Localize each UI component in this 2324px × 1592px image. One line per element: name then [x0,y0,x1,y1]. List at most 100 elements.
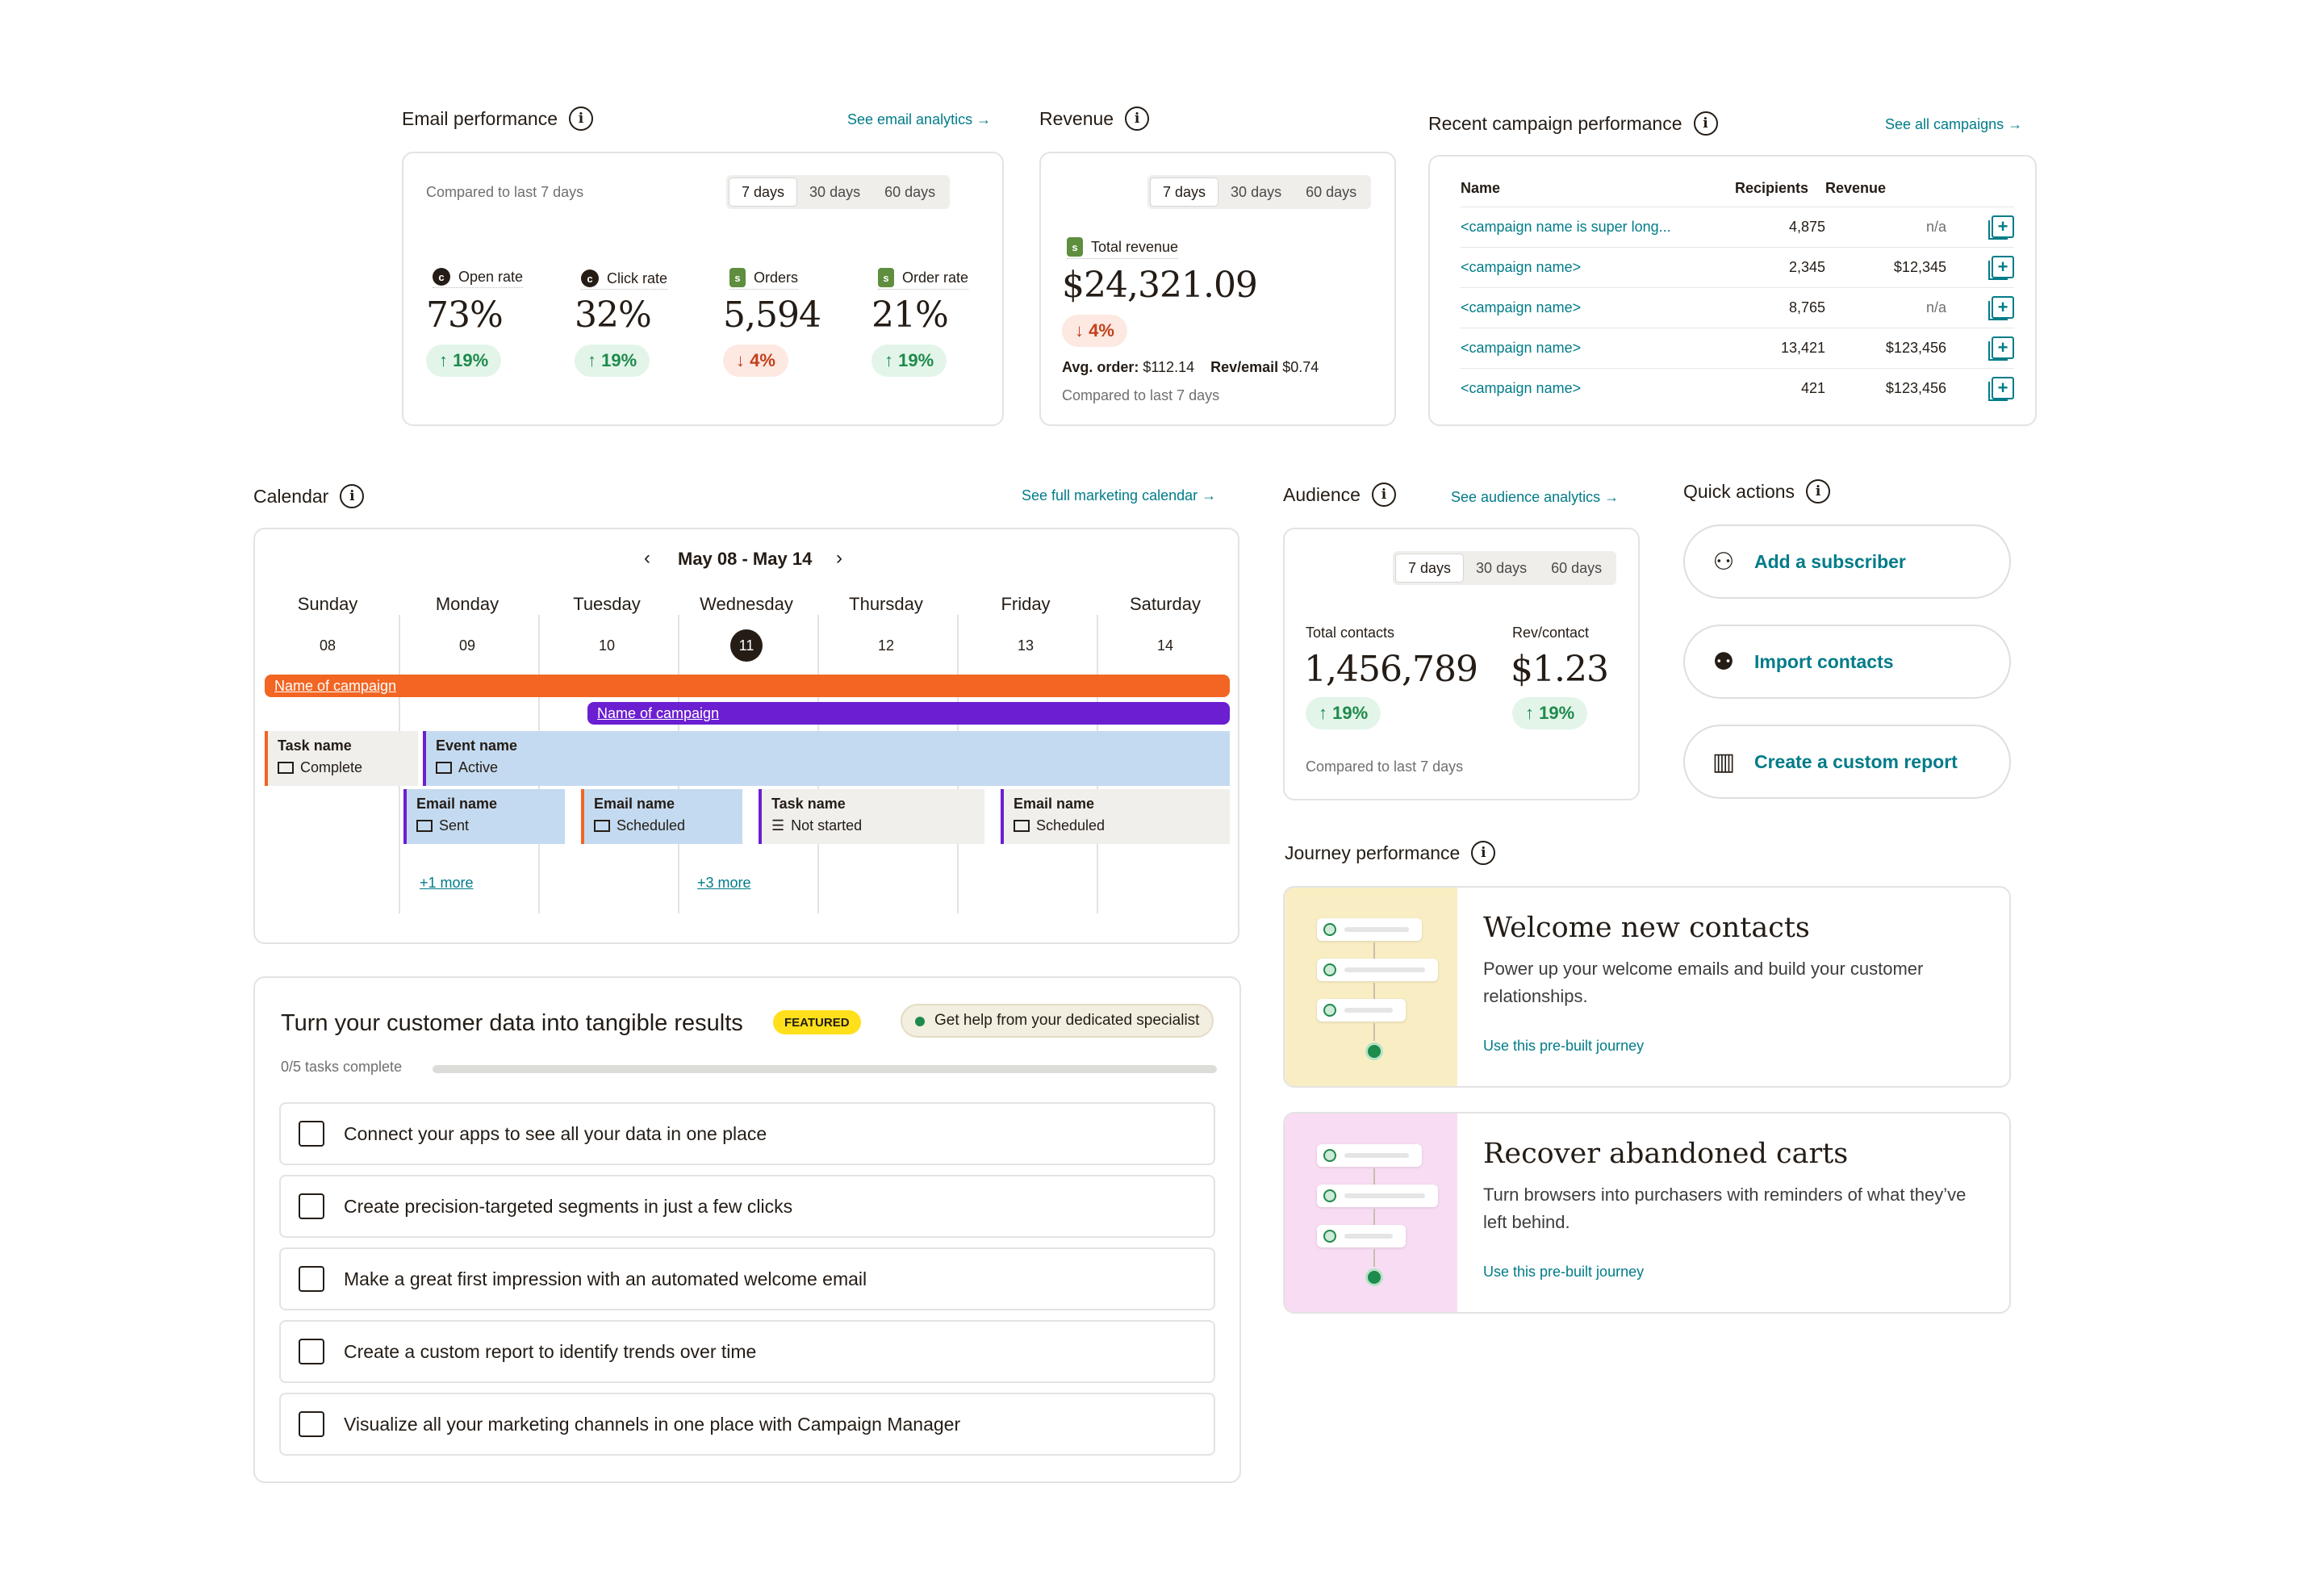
calendar-range: May 08 - May 14 [678,549,813,569]
tasks-progress-bar [433,1065,1217,1073]
total-revenue-value: $24,321.09 [1062,265,1258,306]
task-checkbox[interactable] [299,1266,324,1292]
revenue-range-selector: 7 days 30 days 60 days [1147,175,1372,209]
task-item[interactable]: Create a custom report to identify trend… [279,1320,1215,1383]
featured-badge: FEATURED [773,1010,861,1034]
envelope-icon [278,762,294,774]
envelope-icon [416,820,433,832]
campaign-bar-orange[interactable]: Name of campaign [265,675,1230,697]
see-full-calendar-link[interactable]: See full marketing calendar → [1022,487,1217,504]
calendar-event[interactable]: Email name Scheduled [581,789,742,844]
recipients-cell: 8,765 [1735,286,1825,328]
next-week-button[interactable]: › [836,547,842,569]
campaign-name-link[interactable]: <campaign name> [1461,367,1735,408]
open-rate-change: ↑ 19% [426,345,502,377]
journey-card-title: Welcome new contacts [1483,912,1810,944]
prev-week-button[interactable]: ‹ [644,547,650,569]
use-journey-link[interactable]: Use this pre-built journey [1483,1038,1645,1054]
table-row: <campaign name> 13,421 $123,456 + [1461,327,2014,368]
tasks-progress-text: 0/5 tasks complete [281,1059,403,1075]
duplicate-icon[interactable]: + [1988,296,2014,320]
task-item[interactable]: Make a great first impression with an au… [279,1247,1215,1310]
tasks-card: Turn your customer data into tangible re… [253,976,1241,1483]
task-item[interactable]: Create precision-targeted segments in ju… [279,1175,1215,1238]
range-7-days[interactable]: 7 days [1150,178,1219,207]
info-icon[interactable]: i [1806,479,1831,504]
revenue-cell: $123,456 [1825,367,1946,408]
day-wednesday: Wednesday 11 [677,594,816,662]
more-events-link[interactable]: +3 more [697,875,751,891]
mailchimp-icon: c [581,270,599,287]
bar-chart-icon: ▥ [1712,748,1736,775]
users-icon: ⚉ [1712,648,1735,675]
click-rate-label: c Click rate [581,270,668,290]
shopify-icon: s [1067,237,1083,257]
range-60-days[interactable]: 60 days [884,183,936,200]
task-checkbox[interactable] [299,1121,324,1147]
order-rate-change: ↑ 19% [872,345,947,377]
table-row: <campaign name is super long... 4,875 n/… [1461,206,2014,247]
campaign-name-link[interactable]: <campaign name> [1461,246,1735,287]
range-60-days[interactable]: 60 days [1306,183,1357,200]
audience-title: Audience i [1283,483,1396,507]
task-checkbox[interactable] [299,1193,324,1219]
range-30-days[interactable]: 30 days [1231,183,1282,200]
total-contacts-value: 1,456,789 [1304,649,1478,690]
orders-change: ↓ 4% [723,345,788,377]
task-item[interactable]: Visualize all your marketing channels in… [279,1393,1215,1456]
journey-card-abandoned-carts[interactable]: Recover abandoned carts Turn browsers in… [1283,1112,2011,1314]
create-report-button[interactable]: ▥ Create a custom report [1683,725,2011,799]
duplicate-icon[interactable]: + [1988,377,2014,402]
rev-contact-change: ↑ 19% [1512,697,1588,729]
task-checkbox[interactable] [299,1411,324,1437]
mailchimp-icon: c [433,268,450,286]
task-checkbox[interactable] [299,1339,324,1364]
order-rate-label: s Order rate [878,268,969,290]
import-contacts-button[interactable]: ⚉ Import contacts [1683,625,2011,699]
see-audience-analytics-link[interactable]: See audience analytics → [1451,489,1620,505]
info-icon[interactable]: i [1371,483,1396,507]
revenue-cell: $123,456 [1825,327,1946,368]
online-status-icon [915,1017,925,1026]
add-subscriber-button[interactable]: ⚇ Add a subscriber [1683,524,2011,599]
info-icon[interactable]: i [1693,111,1718,136]
recent-campaigns-title: Recent campaign performance i [1428,111,1718,136]
duplicate-icon[interactable]: + [1988,336,2014,361]
info-icon[interactable]: i [1471,841,1496,865]
range-30-days[interactable]: 30 days [1476,559,1528,576]
day-friday: Friday 13 [1001,594,1051,654]
range-30-days[interactable]: 30 days [809,183,861,200]
campaign-name-link[interactable]: <campaign name is super long... [1461,206,1735,247]
info-icon[interactable]: i [1125,107,1150,131]
campaign-name-link[interactable]: <campaign name> [1461,286,1735,328]
duplicate-icon[interactable]: + [1988,256,2014,280]
calendar-event[interactable]: Email name Sent [403,789,565,844]
duplicate-icon[interactable]: + [1988,215,2014,240]
compared-text: Compared to last 7 days [426,184,584,200]
journey-illustration [1285,1114,1457,1312]
more-events-link[interactable]: +1 more [420,875,474,891]
campaign-bar-purple[interactable]: Name of campaign [587,702,1230,725]
specialist-help-button[interactable]: Get help from your dedicated specialist [901,1004,1214,1038]
day-thursday: Thursday 12 [849,594,923,654]
open-rate-label: c Open rate [433,268,524,288]
calendar-event[interactable]: Event name Active [423,731,1230,786]
info-icon[interactable]: i [569,107,594,131]
task-item[interactable]: Connect your apps to see all your data i… [279,1102,1215,1165]
see-all-campaigns-link[interactable]: See all campaigns → [1885,116,2023,132]
journey-title: Journey performance i [1285,841,1496,865]
range-60-days[interactable]: 60 days [1551,559,1603,576]
calendar-event[interactable]: Task name ☰ Not started [759,789,984,844]
email-performance-card: Compared to last 7 days 7 days 30 days 6… [402,152,1004,426]
journey-card-welcome[interactable]: Welcome new contacts Power up your welco… [1283,886,2011,1088]
info-icon[interactable]: i [340,484,365,508]
range-7-days[interactable]: 7 days [729,178,798,207]
range-7-days[interactable]: 7 days [1395,554,1465,583]
calendar-event[interactable]: Task name Complete [265,731,418,786]
rev-contact-value: $1.23 [1511,649,1609,690]
use-journey-link[interactable]: Use this pre-built journey [1483,1264,1645,1280]
campaign-name-link[interactable]: <campaign name> [1461,327,1735,368]
calendar-event[interactable]: Email name Scheduled [1001,789,1230,844]
see-email-analytics-link[interactable]: See email analytics → [847,111,992,127]
order-rate-value: 21% [872,295,949,336]
